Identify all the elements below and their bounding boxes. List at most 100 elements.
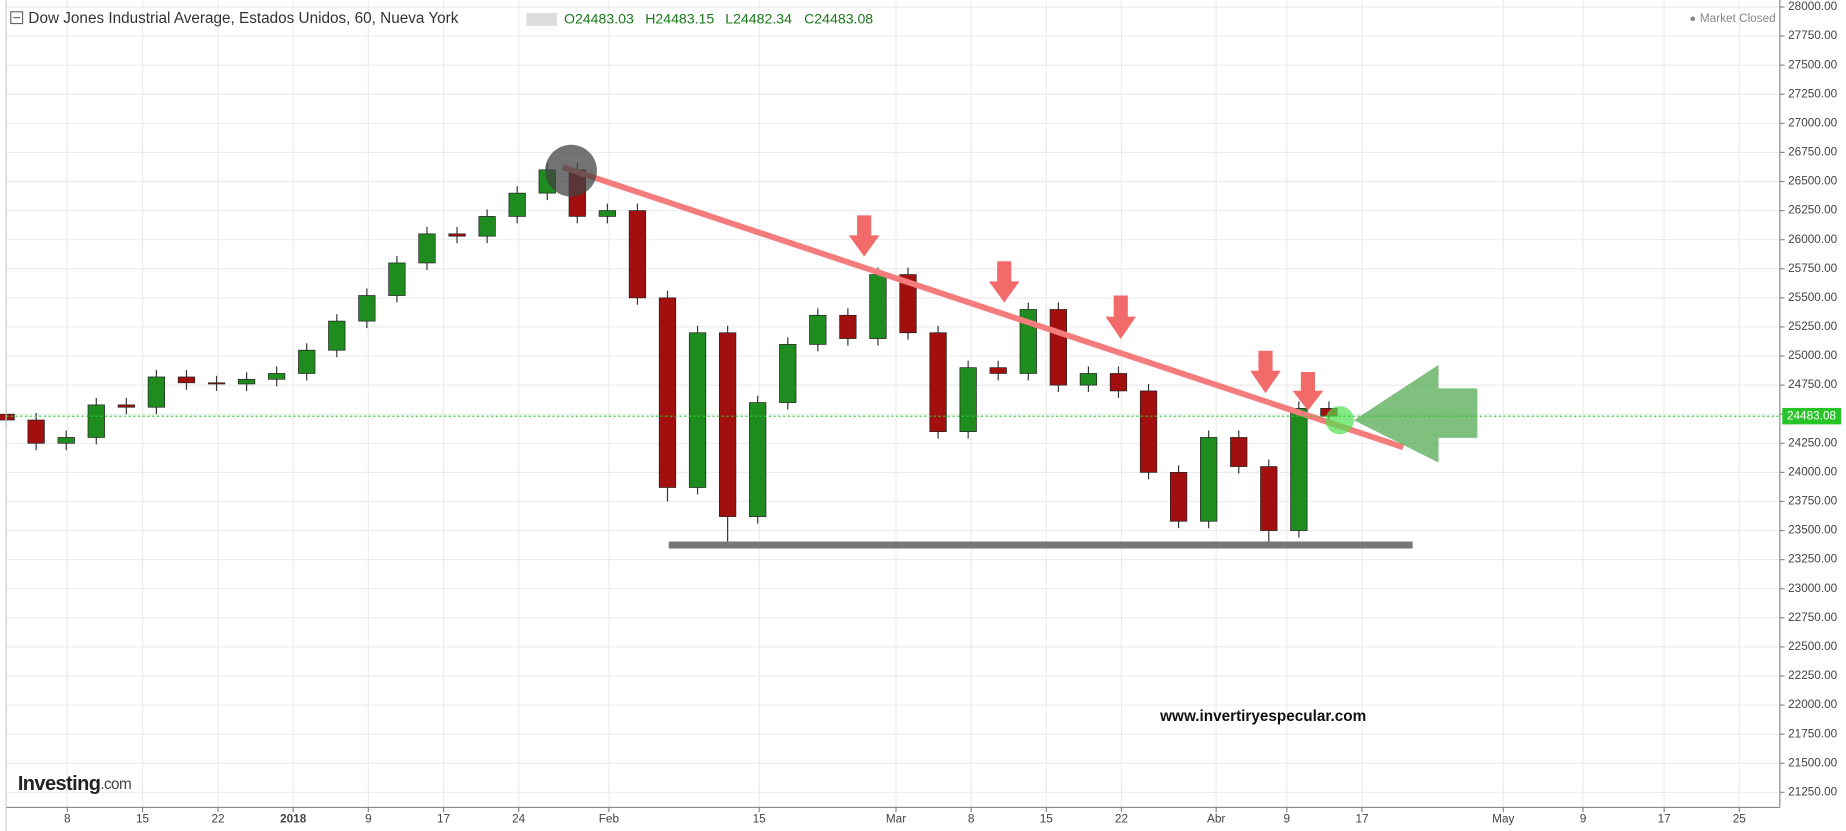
x-tick-label: 9 [1284,812,1291,825]
x-tick-label: 9 [1580,812,1587,825]
high-label: H24483.15 [645,11,714,27]
chart-title: Dow Jones Industrial Average, Estados Un… [28,10,458,27]
y-tick-label: 21500.00 [1788,756,1838,769]
y-tick-label: 23000.00 [1788,582,1838,595]
candle-body [598,210,616,217]
y-tick-label: 25750.00 [1788,262,1838,275]
x-tick-label: 15 [136,812,150,825]
candle-body [177,376,196,384]
y-tick-label: 22000.00 [1788,698,1838,711]
x-tick-label: 15 [1040,812,1054,825]
logo: Investing.com [18,773,131,795]
candle-body [418,233,436,264]
candle-body [207,382,226,385]
y-tick-label: 22250.00 [1788,669,1838,682]
y-tick-label: 25000.00 [1788,349,1838,362]
x-tick-label: 15 [753,812,767,825]
y-tick-label: 21250.00 [1788,785,1838,798]
candle-body [1079,373,1098,386]
green-arrow [1353,364,1478,463]
y-tick-label: 25500.00 [1788,291,1838,304]
x-tick-label: 22 [211,812,224,825]
close-label: C24483.08 [804,11,873,27]
x-tick-label: 2018 [280,812,307,825]
candle-body [448,233,466,237]
y-tick-label: 24000.00 [1788,465,1838,478]
candle-body [1109,373,1128,392]
candle-body [1200,437,1218,522]
candle-body [0,413,15,421]
candle-body [809,314,827,345]
x-tick-label: 8 [968,812,975,825]
red-arrow [1250,350,1281,394]
y-tick-label: 26500.00 [1788,175,1838,188]
y-tick-label: 27000.00 [1788,116,1838,129]
candle-body [57,437,75,444]
candle-body [899,274,917,334]
candle-body [328,320,346,351]
candle-body [298,349,316,374]
grid [6,0,1780,808]
candle-body [929,332,947,433]
x-tick-label: 25 [1733,812,1747,825]
y-tick-label: 21750.00 [1788,727,1838,740]
candle-body [688,332,707,488]
candle-body [719,332,737,517]
current-price-label: 24483.08 [1787,409,1837,422]
y-tick-label: 25250.00 [1788,320,1838,333]
watermark: www.invertiryespecular.com [1159,708,1366,725]
red-arrow [1292,371,1324,411]
candle-body [1169,472,1188,522]
red-arrow [1105,295,1137,339]
logo-main: Investing [18,773,101,795]
collapse-icon[interactable] [10,11,24,25]
market-status: Market Closed [1700,12,1776,25]
y-tick-label: 28000.00 [1788,0,1838,13]
candle-body [27,419,45,444]
y-tick-label: 23250.00 [1788,553,1838,566]
status-dot [1690,16,1696,22]
candle-body [839,314,857,339]
x-tick-label: 24 [512,812,526,825]
x-tick-label: Abr [1207,812,1225,825]
y-tick-label: 27250.00 [1788,87,1838,100]
low-label: L24482.34 [725,11,792,27]
x-tick-label: 17 [1658,812,1671,825]
red-arrows [848,215,1324,411]
annotations [545,144,1478,549]
y-tick-label: 23750.00 [1788,495,1838,508]
candle-body [508,192,526,217]
x-tick-label: May [1492,812,1514,825]
candle-body [989,367,1007,374]
candle-body [1260,466,1278,531]
x-tick-label: 17 [1355,812,1368,825]
y-tick-label: 27500.00 [1788,58,1838,71]
y-tick-label: 23500.00 [1788,524,1838,537]
x-tick-label: 9 [365,812,372,825]
y-tick-label: 26000.00 [1788,233,1838,246]
y-tick-label: 22750.00 [1788,611,1838,624]
x-tick-label: 17 [437,812,450,825]
candle-body [1290,408,1308,531]
candle-body [388,262,406,296]
candle-body [358,295,376,322]
candle-body [237,378,256,385]
candle-body [959,367,977,433]
settings-icons[interactable] [526,12,557,26]
y-tick-label: 26250.00 [1788,204,1838,217]
y-tick-label: 22500.00 [1788,640,1838,653]
y-tick-label: 27750.00 [1788,29,1838,42]
candle-body [478,216,496,237]
x-tick-label: Mar [886,812,906,825]
trend-line [561,164,1405,451]
candle-body [268,373,286,380]
logo-suffix: .com [100,776,131,793]
candle-body [658,297,677,488]
x-tick-label: 22 [1115,812,1128,825]
y-tick-label: 24250.00 [1788,436,1838,449]
x-tick-label: 8 [64,812,71,825]
candle-body [147,376,166,408]
y-tick-label: 24750.00 [1788,378,1838,391]
